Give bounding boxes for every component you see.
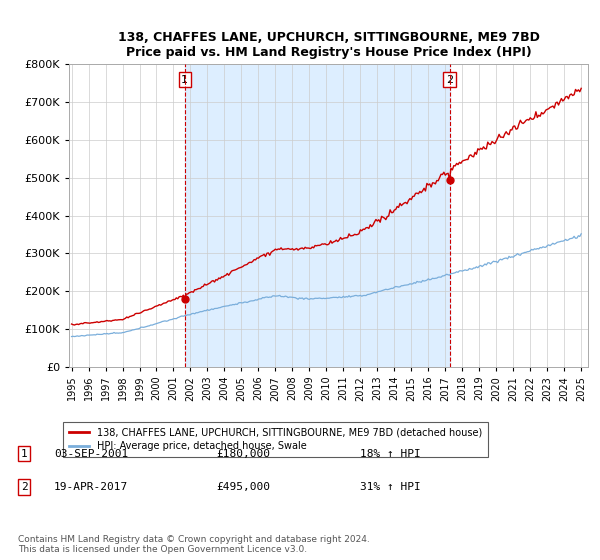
Bar xyxy=(185,64,449,367)
Title: 138, CHAFFES LANE, UPCHURCH, SITTINGBOURNE, ME9 7BD
Price paid vs. HM Land Regis: 138, CHAFFES LANE, UPCHURCH, SITTINGBOUR… xyxy=(118,31,539,59)
Text: 2: 2 xyxy=(20,482,28,492)
Text: 1: 1 xyxy=(181,74,188,85)
Text: 19-APR-2017: 19-APR-2017 xyxy=(54,482,128,492)
Text: 31% ↑ HPI: 31% ↑ HPI xyxy=(360,482,421,492)
Text: £180,000: £180,000 xyxy=(216,449,270,459)
Text: Contains HM Land Registry data © Crown copyright and database right 2024.
This d: Contains HM Land Registry data © Crown c… xyxy=(18,535,370,554)
Text: 18% ↑ HPI: 18% ↑ HPI xyxy=(360,449,421,459)
Text: 2: 2 xyxy=(446,74,453,85)
Legend: 138, CHAFFES LANE, UPCHURCH, SITTINGBOURNE, ME9 7BD (detached house), HPI: Avera: 138, CHAFFES LANE, UPCHURCH, SITTINGBOUR… xyxy=(64,422,488,457)
Text: £495,000: £495,000 xyxy=(216,482,270,492)
Text: 03-SEP-2001: 03-SEP-2001 xyxy=(54,449,128,459)
Text: 1: 1 xyxy=(20,449,28,459)
